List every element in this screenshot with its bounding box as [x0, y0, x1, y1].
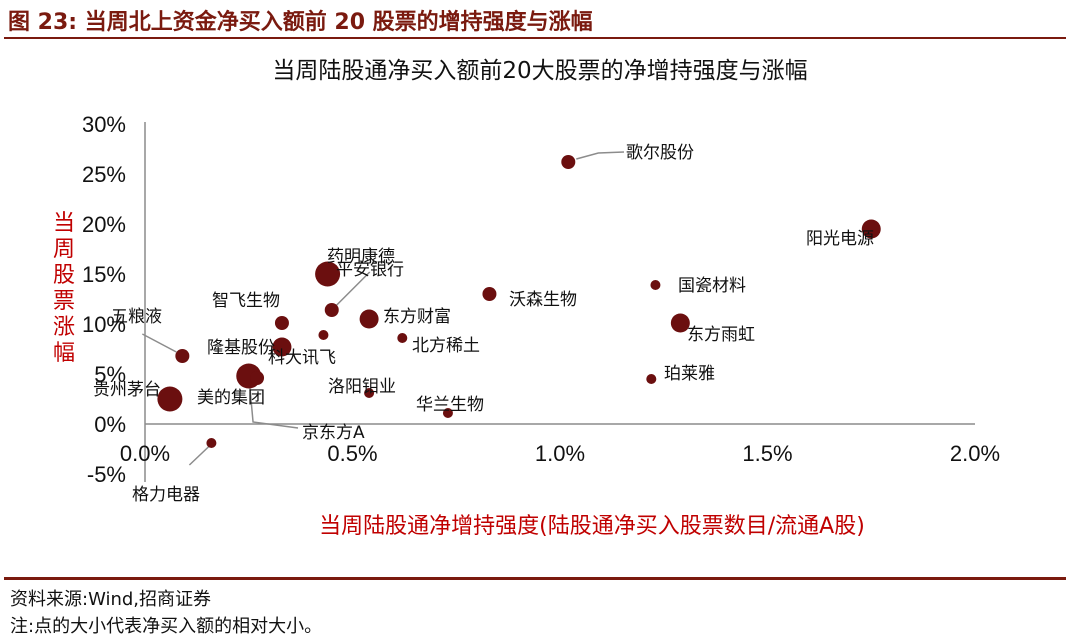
size-note: 注:点的大小代表净买入额的相对大小。 [10, 616, 323, 637]
x-tick-label: 0.0% [120, 441, 170, 466]
point-label: 药明康德 [327, 247, 395, 267]
point-label: 沃森生物 [509, 290, 577, 310]
x-tick-label: 0.5% [327, 441, 377, 466]
data-points [157, 155, 881, 448]
bottom-divider [4, 577, 1066, 580]
data-point [359, 309, 379, 329]
data-point [315, 261, 341, 287]
point-label: 珀莱雅 [664, 364, 715, 384]
point-label: 美的集团 [197, 388, 265, 408]
y-tick-label: 10% [82, 312, 126, 337]
point-label: 北方稀土 [412, 336, 480, 356]
data-point [175, 349, 190, 363]
y-ticks: -5% 0% 5% 10% 15% 20% 25% 30% [82, 112, 126, 487]
x-tick-label: 1.0% [535, 441, 585, 466]
point-label: 科大讯飞 [268, 348, 336, 368]
data-point [561, 155, 576, 169]
figure-title: 图 23: 当周北上资金净买入额前 20 股票的增持强度与涨幅 [8, 10, 593, 35]
data-point [250, 371, 265, 385]
point-label: 东方财富 [383, 307, 451, 327]
data-point [157, 386, 183, 412]
chart-title: 当周陆股通净买入额前20大股票的净增持强度与涨幅 [272, 58, 807, 84]
point-label: 国瓷材料 [678, 276, 746, 296]
point-label: 歌尔股份 [626, 143, 694, 163]
data-point [206, 438, 217, 448]
y-tick-label: 0% [94, 412, 126, 437]
data-point [442, 408, 453, 418]
y-tick-label: 5% [94, 362, 126, 387]
y-tick-label: 30% [82, 112, 126, 137]
point-label: 格力电器 [132, 485, 200, 505]
leader-line [188, 445, 210, 466]
x-tick-label: 1.5% [742, 441, 792, 466]
point-label: 东方雨虹 [687, 325, 755, 345]
y-tick-label: -5% [87, 462, 126, 487]
data-point [272, 337, 292, 357]
point-label: 平安银行 [336, 260, 404, 280]
data-point [646, 374, 657, 384]
point-label: 智飞生物 [212, 291, 280, 311]
leader-line [248, 377, 299, 429]
point-label: 隆基股份 [207, 338, 275, 358]
source-note: 资料来源:Wind,招商证券 [10, 589, 212, 610]
leader-line [331, 271, 371, 311]
data-point [861, 219, 881, 239]
leader-lines [141, 151, 625, 466]
x-ticks: 0.0% 0.5% 1.0% 1.5% 2.0% [120, 441, 1000, 466]
y-tick-label: 20% [82, 212, 126, 237]
y-tick-label: 25% [82, 162, 126, 187]
data-point [324, 303, 339, 317]
data-point [274, 316, 289, 330]
point-label: 五粮液 [111, 307, 162, 327]
leader-line [141, 333, 177, 353]
x-tick-label: 2.0% [950, 441, 1000, 466]
point-label: 京东方A [302, 423, 365, 443]
point-label: 贵州茅台 [93, 380, 161, 400]
point-label: 洛阳钼业 [328, 377, 396, 397]
data-point [482, 287, 497, 301]
top-divider [4, 37, 1066, 39]
y-axis-label: 当周股票涨幅 [53, 211, 75, 366]
data-point [364, 388, 375, 398]
point-label: 阳光电源 [806, 229, 874, 249]
data-point [650, 280, 661, 290]
leader-line [576, 151, 625, 160]
data-point [397, 333, 408, 343]
x-axis-label: 当周陆股通净增持强度(陆股通净买入股票数目/流通A股) [319, 514, 865, 539]
point-label: 华兰生物 [416, 395, 484, 415]
y-tick-label: 15% [82, 262, 126, 287]
scatter-chart: 当周陆股通净买入额前20大股票的净增持强度与涨幅 -5% 0% 5% 10% 15% 20… [53, 58, 1000, 539]
data-point [670, 313, 690, 333]
data-point [318, 330, 329, 340]
